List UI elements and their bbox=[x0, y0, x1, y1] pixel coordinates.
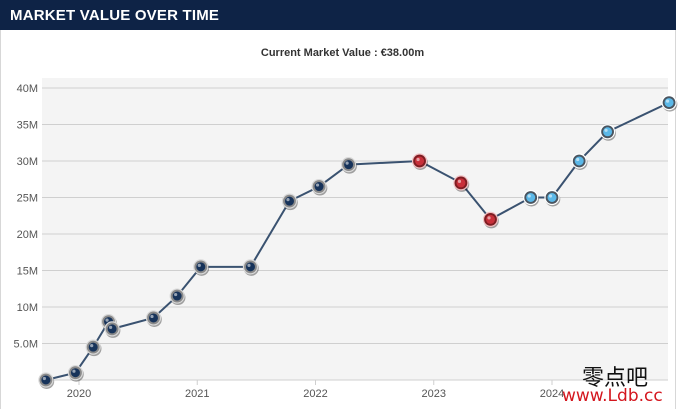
data-point-marker[interactable] bbox=[85, 339, 102, 357]
y-tick-label: 20M bbox=[17, 229, 38, 241]
plot-area-bg bbox=[42, 78, 668, 380]
data-point-marker[interactable] bbox=[341, 157, 357, 174]
data-point-marker[interactable] bbox=[482, 211, 499, 229]
section-header: Market value over time bbox=[0, 0, 676, 30]
data-point-marker[interactable] bbox=[311, 178, 328, 196]
y-tick-label: 35M bbox=[17, 120, 38, 132]
data-point-marker[interactable] bbox=[38, 372, 55, 389]
y-tick-label: 30M bbox=[17, 156, 38, 168]
y-tick-label: 15M bbox=[17, 266, 38, 278]
data-point-marker[interactable] bbox=[411, 153, 428, 170]
x-tick-label: 2022 bbox=[303, 388, 327, 400]
watermark-url: www.Ldb.cc bbox=[562, 386, 663, 406]
data-point-marker[interactable] bbox=[661, 94, 678, 112]
data-point-marker[interactable] bbox=[104, 321, 121, 338]
data-point-marker[interactable] bbox=[599, 124, 616, 141]
data-point-marker[interactable] bbox=[544, 189, 561, 207]
data-points[interactable] bbox=[38, 94, 678, 389]
data-point-marker[interactable] bbox=[193, 259, 210, 276]
y-tick-label: 5.0M bbox=[14, 339, 38, 351]
y-tick-label: 40M bbox=[17, 83, 38, 95]
chart-subtitle: Current Market Value : €38.00m bbox=[260, 47, 425, 59]
data-point-marker[interactable] bbox=[453, 175, 470, 192]
x-tick-label: 2021 bbox=[185, 388, 209, 400]
watermark-chinese-text: 零点吧 bbox=[582, 366, 649, 391]
grid-lines bbox=[42, 87, 668, 381]
data-point-marker[interactable] bbox=[67, 365, 84, 382]
x-tick-labels: 2020 2021 2022 2023 2024 bbox=[67, 380, 564, 400]
y-tick-label: 25M bbox=[17, 193, 38, 205]
data-point-marker[interactable] bbox=[571, 153, 588, 170]
y-tick-labels: 5.0M 10M 15M 20M 25M 30M 35M 40M bbox=[14, 83, 38, 351]
watermark: 零点吧 www.Ldb.cc bbox=[562, 360, 682, 406]
x-tick-label: 2020 bbox=[67, 388, 91, 400]
data-point-marker[interactable] bbox=[169, 288, 186, 306]
data-point-marker[interactable] bbox=[242, 259, 259, 276]
data-point-marker[interactable] bbox=[281, 193, 298, 211]
data-point-marker[interactable] bbox=[523, 189, 540, 207]
section-title: Market value over time bbox=[10, 7, 220, 24]
x-tick-label: 2023 bbox=[422, 388, 446, 400]
data-point-marker[interactable] bbox=[145, 310, 162, 327]
y-tick-label: 10M bbox=[17, 302, 38, 314]
x-tick-label: 2024 bbox=[540, 388, 564, 400]
